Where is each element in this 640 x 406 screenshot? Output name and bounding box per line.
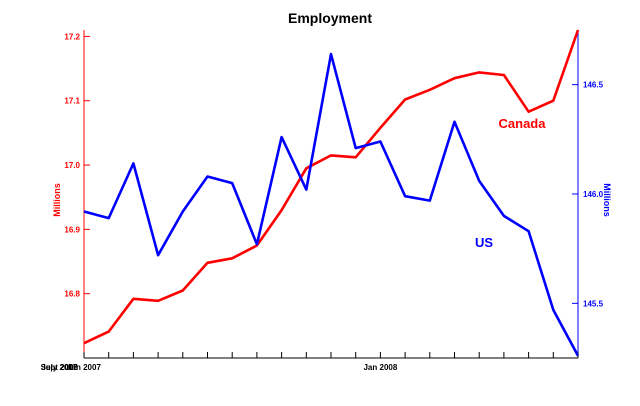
chart-title: Employment [288,10,372,26]
left-y-tick-label: 16.9 [64,225,80,234]
right-y-tick-label: 146.5 [583,81,604,90]
series-layer [83,29,580,357]
series-line-us [83,52,580,357]
series-label-canada: Canada [499,116,547,131]
right-axis-label: Millions [602,183,612,217]
left-y-tick-label: 17.1 [64,97,80,106]
left-y-tick-label: 17.2 [64,32,80,41]
right-y-tick-label: 145.5 [583,299,604,308]
left-axis-label: Millions [52,183,62,217]
right-y-axis: 145.5 146.0 146.5 [572,81,604,308]
x-tick-label: Jan 2008 [363,363,397,372]
plot-area [83,30,579,359]
x-tick-label: July 2007 [41,363,78,372]
left-y-axis: 16.8 16.9 17.0 17.1 17.2 [64,32,90,299]
series-line-canada [83,29,580,345]
right-y-tick-label: 146.0 [583,190,604,199]
x-tick-label: Jan 2007 [67,363,101,372]
left-y-tick-label: 17.0 [64,161,80,170]
left-y-tick-label: 16.8 [64,290,80,299]
x-tick-label: Sept 2008 [41,363,79,372]
series-label-us: US [475,235,493,250]
